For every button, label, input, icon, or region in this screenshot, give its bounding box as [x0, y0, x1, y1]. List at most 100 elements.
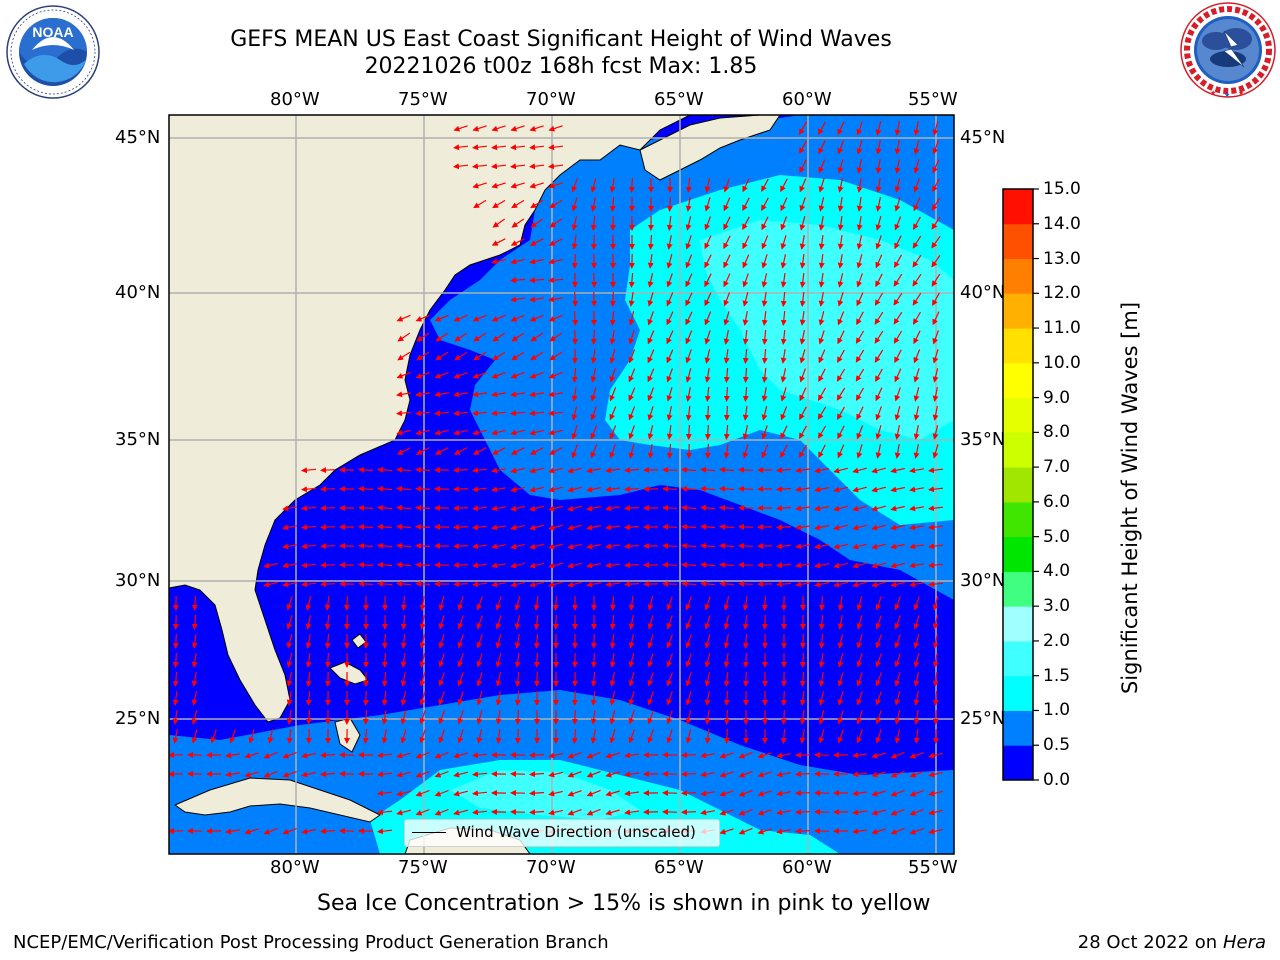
wave-direction-arrow [833, 524, 848, 531]
wave-direction-arrow [191, 729, 198, 744]
wave-direction-arrow [742, 273, 749, 288]
wave-direction-arrow [780, 235, 787, 250]
wave-direction-arrow [894, 710, 901, 725]
wave-direction-arrow [780, 310, 787, 326]
colorbar-tick-label: 14.0 [1043, 213, 1081, 234]
wave-direction-arrow [795, 752, 811, 759]
wave-direction-arrow [856, 158, 863, 174]
wave-direction-arrow [818, 595, 825, 611]
wave-direction-arrow [434, 751, 449, 759]
wave-direction-arrow [761, 386, 768, 402]
wave-direction-arrow [818, 121, 826, 135]
wave-direction-arrow [453, 447, 468, 455]
wave-direction-arrow [396, 447, 411, 455]
wave-direction-arrow [742, 292, 749, 307]
wave-direction-arrow [799, 368, 806, 383]
wave-direction-arrow [381, 652, 388, 668]
wave-direction-arrow [529, 277, 545, 284]
wave-direction-arrow [666, 311, 674, 326]
wave-direction-arrow [818, 235, 825, 250]
wave-direction-arrow [282, 524, 298, 531]
wave-direction-arrow [913, 368, 920, 383]
wave-direction-arrow [514, 709, 521, 725]
wave-direction-arrow [548, 524, 563, 531]
wave-direction-arrow [685, 292, 693, 307]
wave-direction-arrow [548, 429, 563, 436]
wave-direction-arrow [571, 387, 578, 402]
wave-direction-arrow [647, 672, 654, 687]
wave-direction-arrow [742, 367, 749, 383]
wave-direction-arrow [438, 596, 445, 611]
wave-direction-arrow [837, 292, 844, 307]
wave-direction-arrow [776, 562, 792, 569]
wave-direction-arrow [624, 581, 640, 588]
wave-direction-arrow [472, 467, 488, 474]
wave-direction-arrow [681, 790, 697, 797]
wave-direction-arrow [685, 235, 692, 250]
wave-direction-arrow [837, 253, 844, 269]
wave-direction-arrow [514, 728, 521, 744]
wave-direction-arrow [453, 543, 469, 550]
wave-direction-arrow [453, 163, 469, 170]
wave-direction-arrow [700, 561, 716, 568]
wave-direction-arrow [605, 581, 620, 588]
wave-direction-arrow [837, 425, 845, 440]
wave-direction-arrow [856, 178, 863, 193]
wave-direction-arrow [893, 330, 903, 344]
wave-direction-arrow [415, 371, 430, 379]
wave-direction-arrow [776, 543, 792, 550]
wave-direction-arrow [514, 690, 521, 706]
wave-direction-arrow [723, 386, 730, 402]
wave-direction-arrow [837, 653, 844, 668]
wave-direction-arrow [415, 751, 430, 759]
wave-direction-arrow [776, 771, 792, 778]
wave-direction-arrow [286, 710, 293, 725]
wave-direction-arrow [757, 771, 772, 778]
wave-direction-arrow [856, 710, 863, 725]
wave-direction-arrow [586, 562, 602, 569]
wave-direction-arrow [852, 581, 867, 588]
wave-direction-arrow [761, 329, 768, 345]
wave-direction-arrow [780, 273, 787, 288]
lat-tick-right-45n: 45°N [960, 127, 1006, 148]
wave-direction-arrow [415, 466, 431, 473]
wave-direction-arrow [894, 368, 902, 383]
wave-direction-arrow [723, 235, 731, 250]
wave-direction-arrow [472, 410, 488, 417]
wave-direction-arrow [837, 729, 844, 744]
wave-direction-arrow [647, 234, 654, 250]
wave-direction-arrow [704, 653, 711, 668]
wave-direction-arrow [590, 710, 597, 725]
wave-direction-arrow [358, 542, 374, 549]
wave-direction-arrow [609, 595, 616, 611]
wave-direction-arrow [590, 329, 597, 345]
wave-direction-arrow [529, 524, 544, 531]
wave-direction-arrow [282, 543, 298, 550]
wave-direction-arrow [586, 467, 602, 474]
wave-direction-arrow [723, 596, 730, 611]
wave-direction-arrow [529, 371, 544, 379]
colorbar-segment [1003, 571, 1033, 607]
wave-direction-arrow [419, 634, 426, 649]
wave-direction-arrow [799, 140, 807, 154]
wave-direction-arrow [932, 121, 939, 136]
wave-direction-arrow [529, 410, 545, 417]
wave-direction-arrow [381, 671, 388, 687]
wave-direction-arrow [890, 486, 905, 493]
wave-direction-arrow [510, 486, 525, 493]
wave-direction-arrow [453, 505, 469, 512]
wave-direction-arrow [377, 790, 393, 797]
wave-direction-arrow [457, 615, 464, 630]
wave-direction-arrow [723, 690, 730, 706]
wave-direction-arrow [454, 332, 468, 342]
wave-direction-arrow [191, 595, 198, 611]
wave-direction-arrow [419, 710, 426, 725]
wave-direction-arrow [719, 828, 734, 835]
wave-direction-arrow [548, 125, 563, 132]
wave-direction-arrow [837, 672, 844, 687]
wave-direction-arrow [757, 790, 772, 797]
wave-direction-arrow [324, 614, 331, 630]
wave-direction-arrow [282, 828, 297, 835]
wave-direction-arrow [263, 562, 278, 569]
colorbar-label: Significant Height of Wind Waves [m] [1118, 301, 1142, 695]
